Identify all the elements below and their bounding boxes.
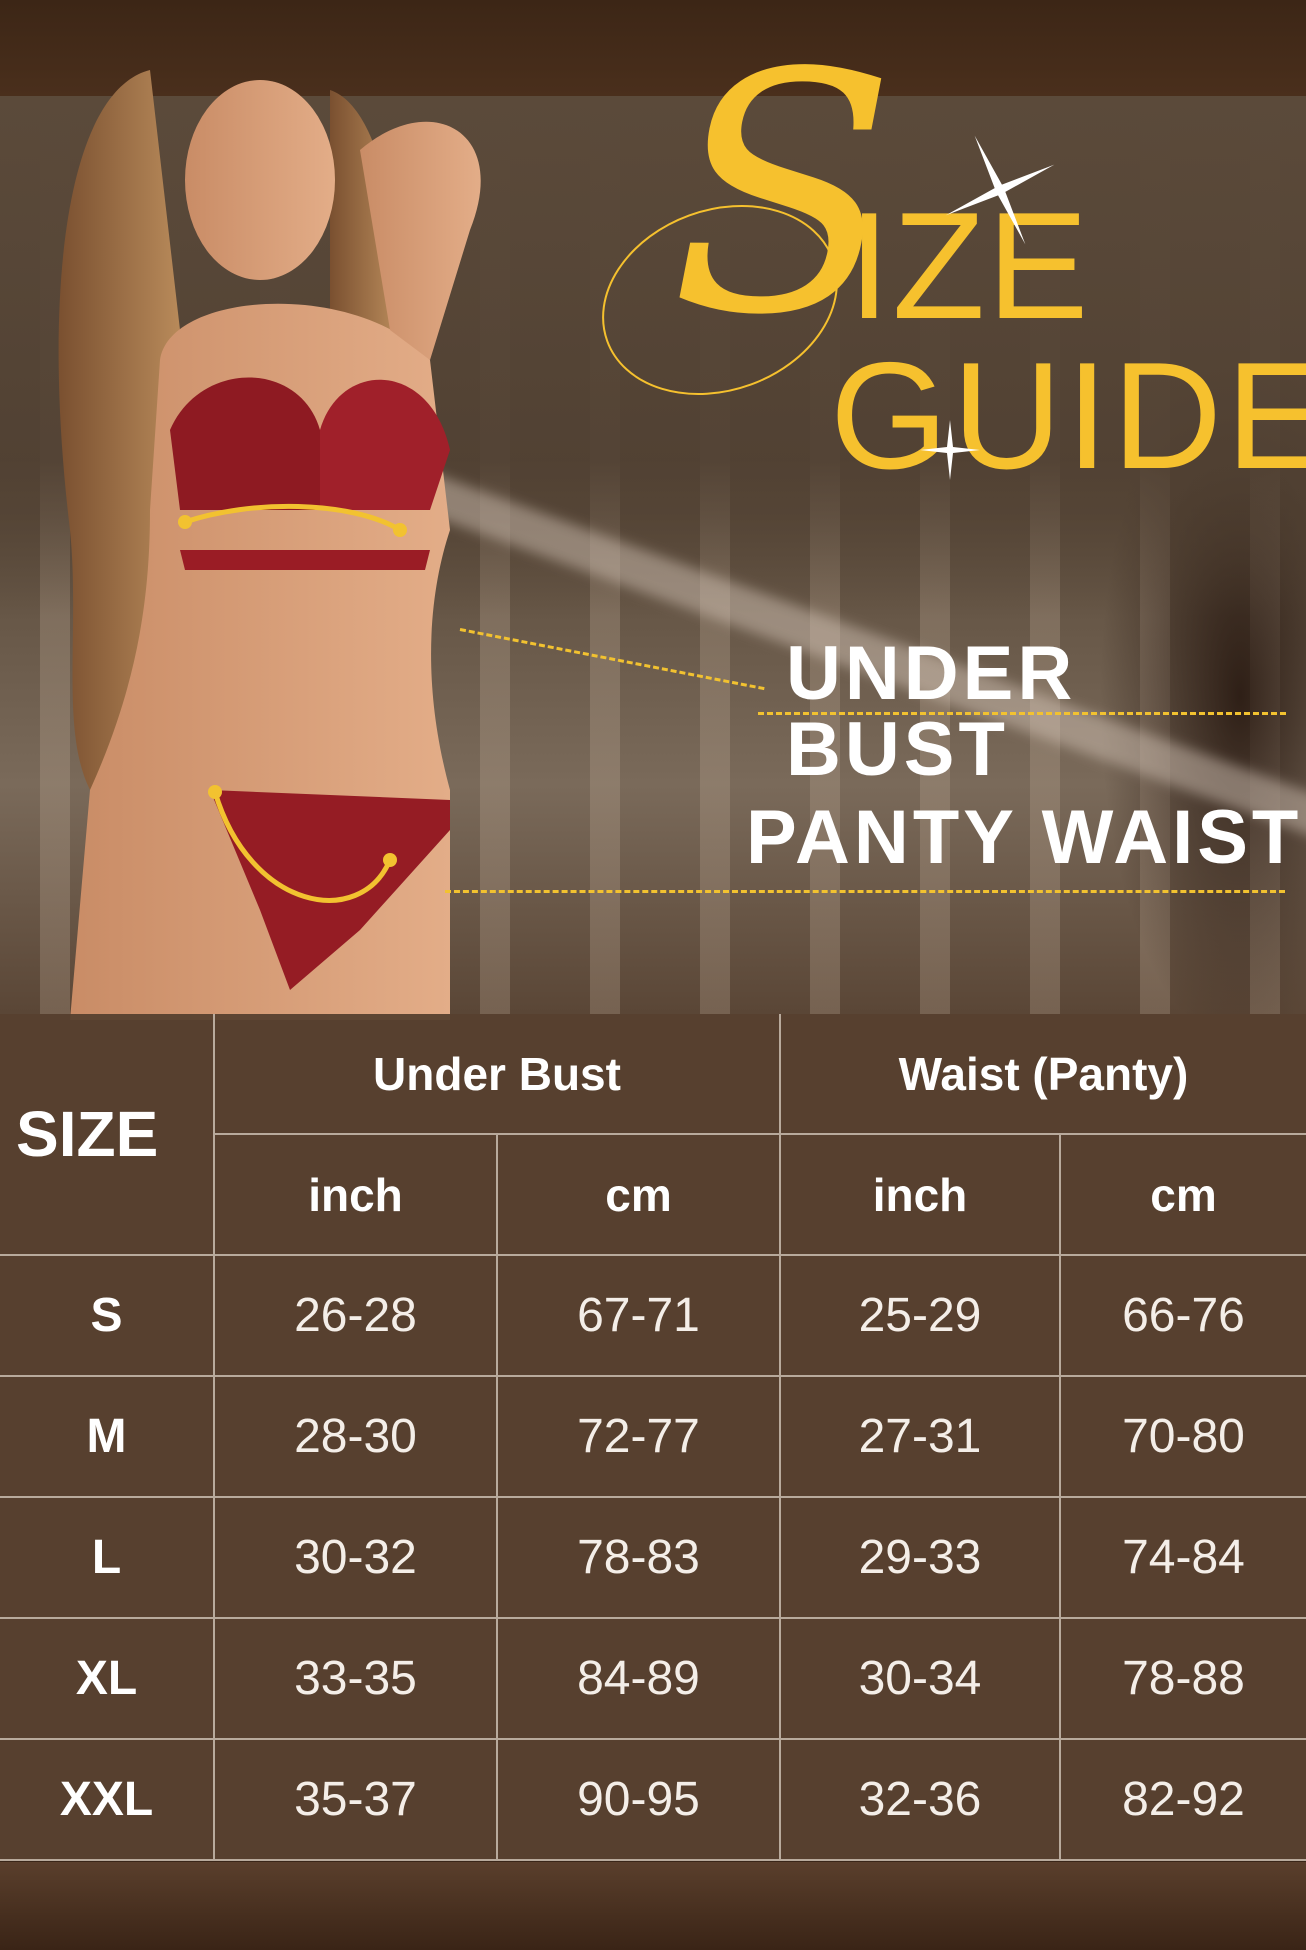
value-cell: 30-34: [779, 1617, 1061, 1740]
title-line2: GUIDE: [830, 331, 1306, 501]
value-cell: 78-83: [496, 1496, 781, 1619]
table-row: S 26-28 67-71 25-29 66-76: [0, 1254, 1306, 1377]
value-cell: 74-84: [1059, 1496, 1306, 1619]
value-cell: 72-77: [496, 1375, 781, 1498]
value-cell: 70-80: [1059, 1375, 1306, 1498]
value-cell: 35-37: [213, 1738, 498, 1861]
size-cell: XXL: [0, 1738, 215, 1861]
value-cell: 67-71: [496, 1254, 781, 1377]
sparkle-icon: [920, 420, 980, 480]
value-cell: 82-92: [1059, 1738, 1306, 1861]
value-cell: 32-36: [779, 1738, 1061, 1861]
under-bust-dashed-line: [758, 712, 1286, 715]
size-cell: S: [0, 1254, 215, 1377]
decorative-swirl: [602, 204, 838, 396]
value-cell: 30-32: [213, 1496, 498, 1619]
under-bust-header: Under Bust: [213, 1014, 781, 1135]
model-photo: [58, 70, 481, 1020]
value-cell: 33-35: [213, 1617, 498, 1740]
value-cell: 26-28: [213, 1254, 498, 1377]
size-column-header: SIZE: [0, 1014, 215, 1256]
unit-header: inch: [779, 1133, 1061, 1256]
value-cell: 27-31: [779, 1375, 1061, 1498]
value-cell: 78-88: [1059, 1617, 1306, 1740]
sparkle-icon: [945, 135, 1055, 245]
value-cell: 84-89: [496, 1617, 781, 1740]
table-row: XL 33-35 84-89 30-34 78-88: [0, 1617, 1306, 1740]
value-cell: 66-76: [1059, 1254, 1306, 1377]
size-guide-title: S IZE GUIDE: [590, 30, 1306, 492]
table-row: L 30-32 78-83 29-33 74-84: [0, 1496, 1306, 1619]
bottom-band: [0, 1862, 1306, 1950]
table-header-row: SIZE Under Bust Waist (Panty): [0, 1014, 1306, 1256]
value-cell: 28-30: [213, 1375, 498, 1498]
title-initial: S: [670, 3, 897, 387]
unit-header: cm: [496, 1133, 781, 1256]
unit-header: inch: [214, 1133, 498, 1256]
value-cell: 29-33: [779, 1496, 1061, 1619]
table-unit-row: inch cm inch cm: [0, 1133, 1306, 1256]
title-line1: IZE: [848, 181, 1091, 351]
table-row: M 28-30 72-77 27-31 70-80: [0, 1375, 1306, 1498]
under-bust-callout: UNDER BUST: [786, 631, 1077, 792]
panty-waist-dashed-line: [445, 890, 1285, 893]
unit-header: cm: [1059, 1133, 1306, 1256]
panty-waist-callout: PANTY WAIST: [746, 795, 1303, 880]
size-cell: L: [0, 1496, 215, 1619]
value-cell: 25-29: [779, 1254, 1061, 1377]
top-band: [0, 0, 1306, 96]
size-chart-table: SIZE Under Bust Waist (Panty) inch cm in…: [0, 1014, 1306, 1861]
value-cell: 90-95: [496, 1738, 781, 1861]
waist-panty-header: Waist (Panty): [779, 1014, 1306, 1135]
size-cell: M: [0, 1375, 215, 1498]
size-cell: XL: [0, 1617, 215, 1740]
table-row: XXL 35-37 90-95 32-36 82-92: [0, 1738, 1306, 1861]
